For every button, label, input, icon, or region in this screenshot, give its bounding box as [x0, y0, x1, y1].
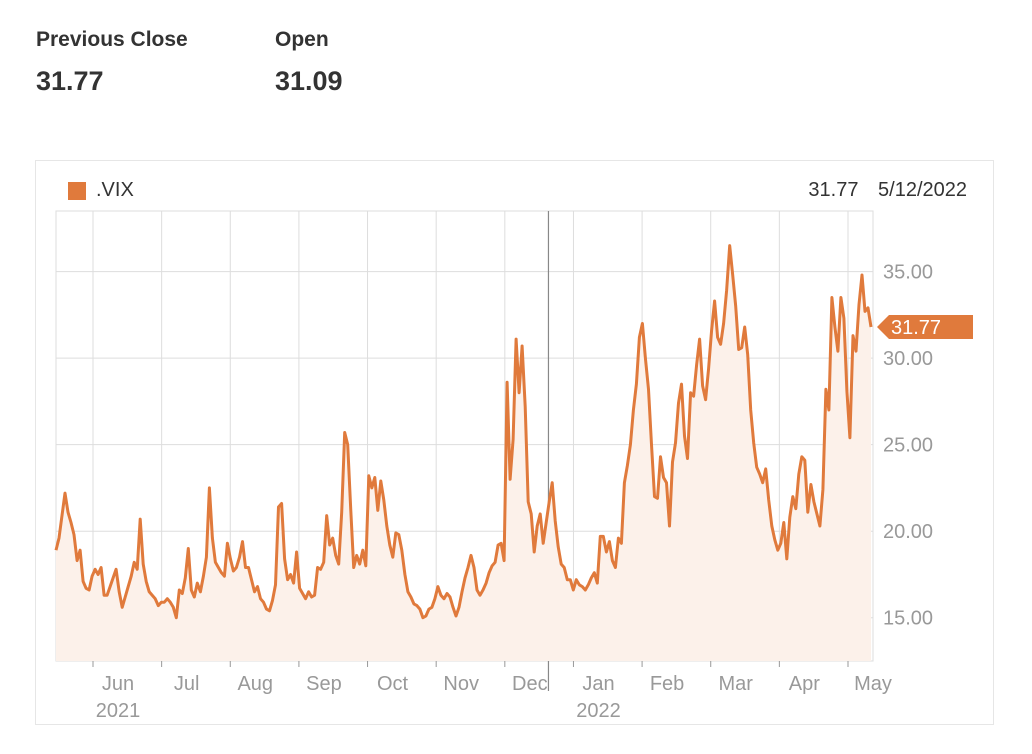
x-tick-label: Aug: [237, 673, 273, 695]
chart-legend: .VIX: [68, 179, 134, 202]
x-tick-year-label: 2022: [576, 700, 621, 722]
y-tick-label: 35.00: [883, 262, 933, 284]
x-tick-label: Jun: [102, 673, 134, 695]
open-label: Open: [275, 28, 329, 51]
x-tick-label: Jul: [174, 673, 200, 695]
previous-close-stat: Previous Close 31.77: [36, 28, 188, 97]
x-tick-label: Dec: [512, 673, 548, 695]
previous-close-label: Previous Close: [36, 28, 188, 51]
x-tick-label: Mar: [719, 673, 754, 695]
crosshair-readout: 31.77 5/12/2022: [794, 179, 967, 202]
readout-date: 5/12/2022: [878, 179, 967, 201]
y-tick-label: 20.00: [883, 521, 933, 543]
x-tick-year-label: 2021: [96, 700, 141, 722]
open-value: 31.09: [275, 66, 343, 96]
x-tick-label: Feb: [650, 673, 684, 695]
legend-series-name: .VIX: [96, 179, 134, 201]
x-tick-label: Oct: [377, 673, 409, 695]
x-tick-label: Sep: [306, 673, 342, 695]
chart-container[interactable]: 35.00 30.00 25.00 20.00 15.00 Jun 2021 Jul Aug Se…: [35, 160, 994, 725]
series-line-vix: [54, 244, 873, 620]
previous-close-value: 31.77: [36, 66, 104, 96]
y-tick-label: 15.00: [883, 608, 933, 630]
last-value-label: 31.77: [891, 317, 941, 339]
x-tick-label: Jan: [582, 673, 614, 695]
x-tick-label: May: [854, 673, 892, 695]
last-value-tag: [877, 314, 973, 339]
y-tick-label: 25.00: [883, 435, 933, 457]
open-stat: Open 31.09: [275, 28, 343, 97]
readout-value: 31.77: [808, 179, 859, 201]
x-tick-label: Nov: [443, 673, 479, 695]
legend-swatch: [68, 181, 86, 200]
series-area-vix: [56, 245, 871, 661]
y-tick-label: 30.00: [883, 348, 933, 370]
x-tick-label: Apr: [789, 673, 820, 695]
price-chart[interactable]: 35.00 30.00 25.00 20.00 15.00 Jun 2021 Jul Aug Se…: [36, 161, 995, 726]
